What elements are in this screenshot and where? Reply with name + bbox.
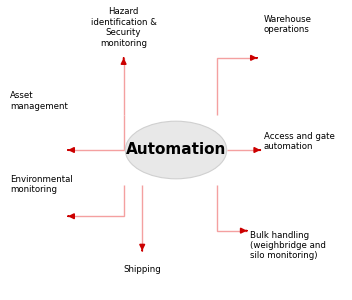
Text: Automation: Automation (126, 142, 226, 158)
Text: Access and gate
automation: Access and gate automation (264, 132, 335, 151)
Ellipse shape (125, 121, 227, 179)
Text: Bulk handling
(weighbridge and
silo monitoring): Bulk handling (weighbridge and silo moni… (250, 231, 326, 260)
Text: Hazard
identification &
Security
monitoring: Hazard identification & Security monitor… (91, 8, 157, 48)
Text: Warehouse
operations: Warehouse operations (264, 15, 312, 34)
Text: Asset
management: Asset management (11, 91, 68, 111)
Text: Environmental
monitoring: Environmental monitoring (11, 175, 73, 194)
Text: Shipping: Shipping (123, 265, 161, 274)
